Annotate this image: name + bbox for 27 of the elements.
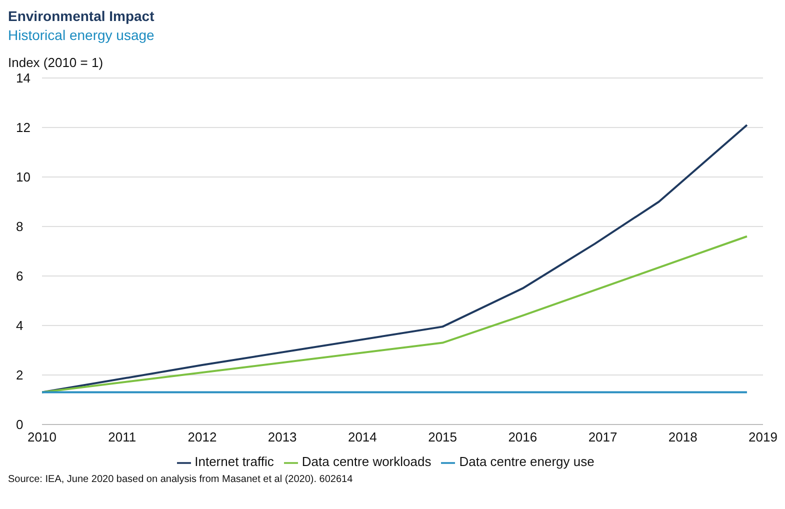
y-tick-label: 8 xyxy=(16,219,24,234)
legend-label: Data centre energy use xyxy=(459,454,594,470)
chart-subtitle: Historical energy usage xyxy=(8,27,156,43)
y-tick-label: 0 xyxy=(16,417,24,432)
chart-title: Environmental Impact xyxy=(8,8,156,24)
x-tick-label: 2015 xyxy=(428,430,458,445)
y-tick-label: 12 xyxy=(16,120,30,136)
x-tick-label: 2017 xyxy=(588,430,618,445)
x-tick-label: 2010 xyxy=(28,430,56,445)
y-tick-label: 10 xyxy=(16,170,30,185)
y-tick-label: 6 xyxy=(16,268,24,284)
line-series xyxy=(42,124,748,394)
y-tick-label: 4 xyxy=(16,318,24,334)
x-tick-label: 2012 xyxy=(188,430,217,445)
line-series xyxy=(42,235,748,394)
source-note: Source: IEA, June 2020 based on analysis from Masanet et al (2020). 602614 xyxy=(8,474,354,485)
x-tick-label: 2014 xyxy=(348,430,377,445)
x-tick-label: 2013 xyxy=(268,430,297,445)
y-tick-label: 2 xyxy=(16,368,24,383)
x-tick-label: 2011 xyxy=(108,430,136,445)
y-axis-title: Index (2010 = 1) xyxy=(8,55,104,70)
x-tick-label: 2016 xyxy=(508,430,538,445)
legend-label: Internet traffic xyxy=(194,454,274,470)
y-tick-label: 14 xyxy=(16,70,30,86)
legend-label: Data centre workloads xyxy=(302,454,432,470)
x-tick-label: 2018 xyxy=(668,430,698,445)
x-tick-label: 2019 xyxy=(748,430,778,445)
